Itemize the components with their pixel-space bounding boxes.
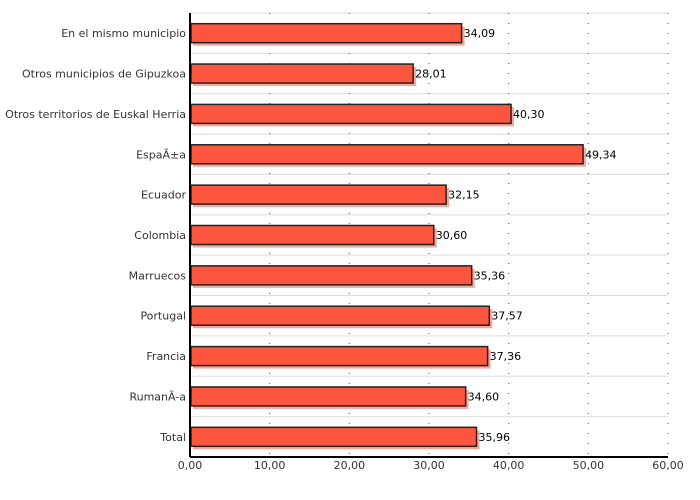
bar — [190, 305, 491, 326]
category-label: Ecuador — [141, 189, 186, 202]
value-label: 35,36 — [474, 269, 506, 282]
bar — [190, 103, 512, 125]
category-label: Otros municipios de Gipuzkoa — [22, 68, 186, 81]
value-label: 34,60 — [468, 390, 500, 403]
category-label: Francia — [146, 350, 186, 363]
bar — [190, 386, 467, 407]
category-label: Colombia — [134, 229, 186, 242]
x-tick-label: 40,00 — [493, 459, 525, 472]
x-tick-label: 20,00 — [334, 459, 366, 472]
category-label: RumanÃ-a — [129, 390, 186, 403]
x-tick-label: 60,00 — [652, 459, 684, 472]
bar — [190, 345, 489, 367]
category-label: En el mismo municipio — [61, 27, 186, 40]
value-label: 32,15 — [448, 189, 480, 202]
bar — [190, 144, 584, 165]
value-label: 37,57 — [491, 310, 523, 323]
category-label: Otros territorios de Euskal Herria — [5, 108, 186, 121]
bar — [190, 426, 478, 448]
bar — [190, 22, 463, 44]
value-label: 34,09 — [464, 27, 496, 40]
value-label: 49,34 — [585, 148, 617, 161]
x-tick-label: 0,00 — [178, 459, 203, 472]
category-label: Total — [159, 431, 186, 444]
x-tick-label: 30,00 — [413, 459, 445, 472]
value-label: 35,96 — [478, 431, 510, 444]
bar — [190, 224, 435, 246]
bar — [190, 265, 473, 286]
value-label: 30,60 — [436, 229, 468, 242]
bar — [190, 63, 414, 84]
bar — [190, 184, 447, 205]
value-label: 28,01 — [415, 68, 447, 81]
x-tick-label: 10,00 — [254, 459, 286, 472]
category-label: EspaÃ±a — [136, 148, 186, 161]
value-label: 40,30 — [513, 108, 545, 121]
x-tick-label: 50,00 — [573, 459, 605, 472]
value-label: 37,36 — [490, 350, 521, 363]
category-label: Portugal — [140, 310, 186, 323]
category-label: Marruecos — [129, 269, 187, 282]
